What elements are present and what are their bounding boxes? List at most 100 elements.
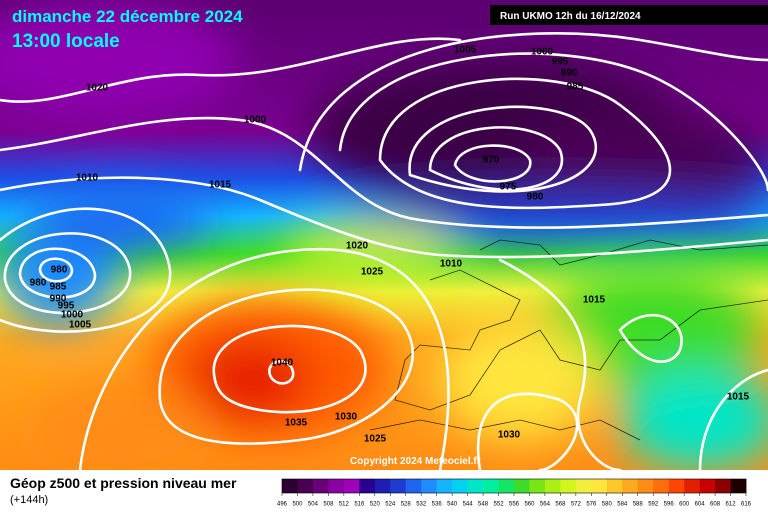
colorbar-swatch xyxy=(328,479,345,493)
isobar-label: 990 xyxy=(50,294,67,305)
isobar-label: 1020 xyxy=(346,241,369,252)
colorbar-swatch xyxy=(483,479,499,493)
isobar-label: 1000 xyxy=(531,47,554,58)
colorbar-swatch xyxy=(514,479,530,493)
isobar-labels: 1005 100099599098510201000101097097598010… xyxy=(30,45,750,445)
isobar-label: 980 xyxy=(51,265,68,276)
colorbar-swatch xyxy=(436,479,453,493)
colorbar-swatch xyxy=(606,479,623,493)
isobar-label: 1005 xyxy=(69,320,92,331)
colorbar-swatch xyxy=(684,479,700,493)
isobar-label: 1040 xyxy=(271,358,294,369)
colorbar-swatch xyxy=(668,479,685,493)
colorbar-swatch xyxy=(312,479,329,493)
isobar-label: 985 xyxy=(567,82,584,93)
colorbar-swatch xyxy=(390,479,407,493)
isobar-label: 1015 xyxy=(727,392,750,403)
isobar-label: 1030 xyxy=(335,412,358,423)
colorbar-swatch xyxy=(699,479,716,493)
isobar-label: 1010 xyxy=(440,259,463,270)
colorbar-tick-label: 504 xyxy=(308,502,319,508)
colorbar-tick-label: 524 xyxy=(385,502,396,508)
colorbar-tick-label: 496 xyxy=(277,502,288,508)
colorbar-tick-label: 520 xyxy=(370,502,381,508)
colorbar-swatch xyxy=(575,479,592,493)
colorbar-swatch xyxy=(452,479,468,493)
colorbar-swatch xyxy=(715,479,731,493)
colorbar-tick-label: 540 xyxy=(447,502,458,508)
isobar-label: 975 xyxy=(500,182,517,193)
colorbar-tick-label: 596 xyxy=(664,502,675,508)
colorbar-swatch xyxy=(591,479,608,493)
isobar-label: 1010 xyxy=(76,173,99,184)
colorbar-swatch xyxy=(359,479,376,493)
isobar-label: 1015 xyxy=(209,180,232,191)
time-title: 13:00 locale xyxy=(12,31,120,52)
colorbar-tick-label: 536 xyxy=(432,502,443,508)
copyright: Copyright 2024 Meteociel.fr xyxy=(350,456,481,467)
colorbar-tick-label: 584 xyxy=(617,502,628,508)
run-info: Run UKMO 12h du 16/12/2024 xyxy=(500,11,641,22)
isobar-label: 1005 xyxy=(454,45,477,56)
isobar-label: 985 xyxy=(50,282,67,293)
colorbar-swatch xyxy=(560,479,577,493)
colorbar-tick-label: 556 xyxy=(509,502,520,508)
colorbar-tick-label: 552 xyxy=(494,502,505,508)
colorbar-swatch xyxy=(653,479,669,493)
colorbar-tick-label: 560 xyxy=(524,502,535,508)
colorbar-tick-label: 500 xyxy=(292,502,303,508)
isobar-label: 1025 xyxy=(364,434,387,445)
colorbar-tick-label: 508 xyxy=(323,502,334,508)
colorbar-tick-label: 608 xyxy=(710,502,721,508)
isobar-label: 990 xyxy=(561,68,578,79)
colorbar-swatch xyxy=(637,479,654,493)
colorbar: 496 500 504 508 512 516 520 524 528 532 536 540 544 5… xyxy=(277,478,752,508)
colorbar-swatch xyxy=(421,479,437,493)
isobar-label: 1025 xyxy=(361,267,384,278)
colorbar-tick-label: 604 xyxy=(695,502,706,508)
colorbar-tick-label: 612 xyxy=(726,502,737,508)
colorbar-swatch xyxy=(343,479,360,493)
colorbar-tick-label: 512 xyxy=(339,502,350,508)
colorbar-tick-label: 572 xyxy=(571,502,582,508)
isobar-label: 1000 xyxy=(244,115,267,126)
isobar-label: 1000 xyxy=(61,310,84,321)
isobar-label: 995 xyxy=(552,57,569,68)
colorbar-tick-label: 532 xyxy=(416,502,427,508)
lead-time: (+144h) xyxy=(10,494,48,506)
isobar-label: 1035 xyxy=(285,418,308,429)
colorbar-tick-label: 600 xyxy=(679,502,690,508)
colorbar-tick-label: 568 xyxy=(555,502,566,508)
colorbar-tick-label: 564 xyxy=(540,502,551,508)
colorbar-tick-label: 580 xyxy=(602,502,613,508)
colorbar-swatch xyxy=(405,479,422,493)
date-title: dimanche 22 décembre 2024 xyxy=(12,7,243,26)
colorbar-swatch xyxy=(622,479,639,493)
isobar-label: 995 xyxy=(58,301,75,312)
colorbar-tick-label: 616 xyxy=(741,502,752,508)
colorbar-tick-label: 516 xyxy=(354,502,365,508)
colorbar-swatch xyxy=(730,479,747,493)
colorbar-swatch xyxy=(498,479,515,493)
colorbar-swatch xyxy=(297,479,314,493)
colorbar-tick-label: 592 xyxy=(648,502,659,508)
isobar-label: 1015 xyxy=(583,295,606,306)
colorbar-swatch xyxy=(467,479,484,493)
isobar-label: 1030 xyxy=(498,430,521,441)
colorbar-tick-label: 544 xyxy=(463,502,474,508)
colorbar-swatch xyxy=(544,479,561,493)
isobar-label: 980 xyxy=(527,192,544,203)
isobar-label: 1020 xyxy=(86,83,109,94)
colorbar-tick-label: 588 xyxy=(633,502,644,508)
isobar-label: 980 xyxy=(30,278,47,289)
colorbar-swatch xyxy=(282,479,298,493)
map-field xyxy=(0,0,768,470)
colorbar-tick-label: 528 xyxy=(401,502,412,508)
colorbar-tick-label: 576 xyxy=(586,502,597,508)
colorbar-swatch xyxy=(374,479,391,493)
colorbar-tick-label: 548 xyxy=(478,502,489,508)
isobar-label: 970 xyxy=(483,155,500,166)
colorbar-swatch xyxy=(529,479,546,493)
legend-title: Géop z500 et pression niveau mer xyxy=(10,475,237,491)
